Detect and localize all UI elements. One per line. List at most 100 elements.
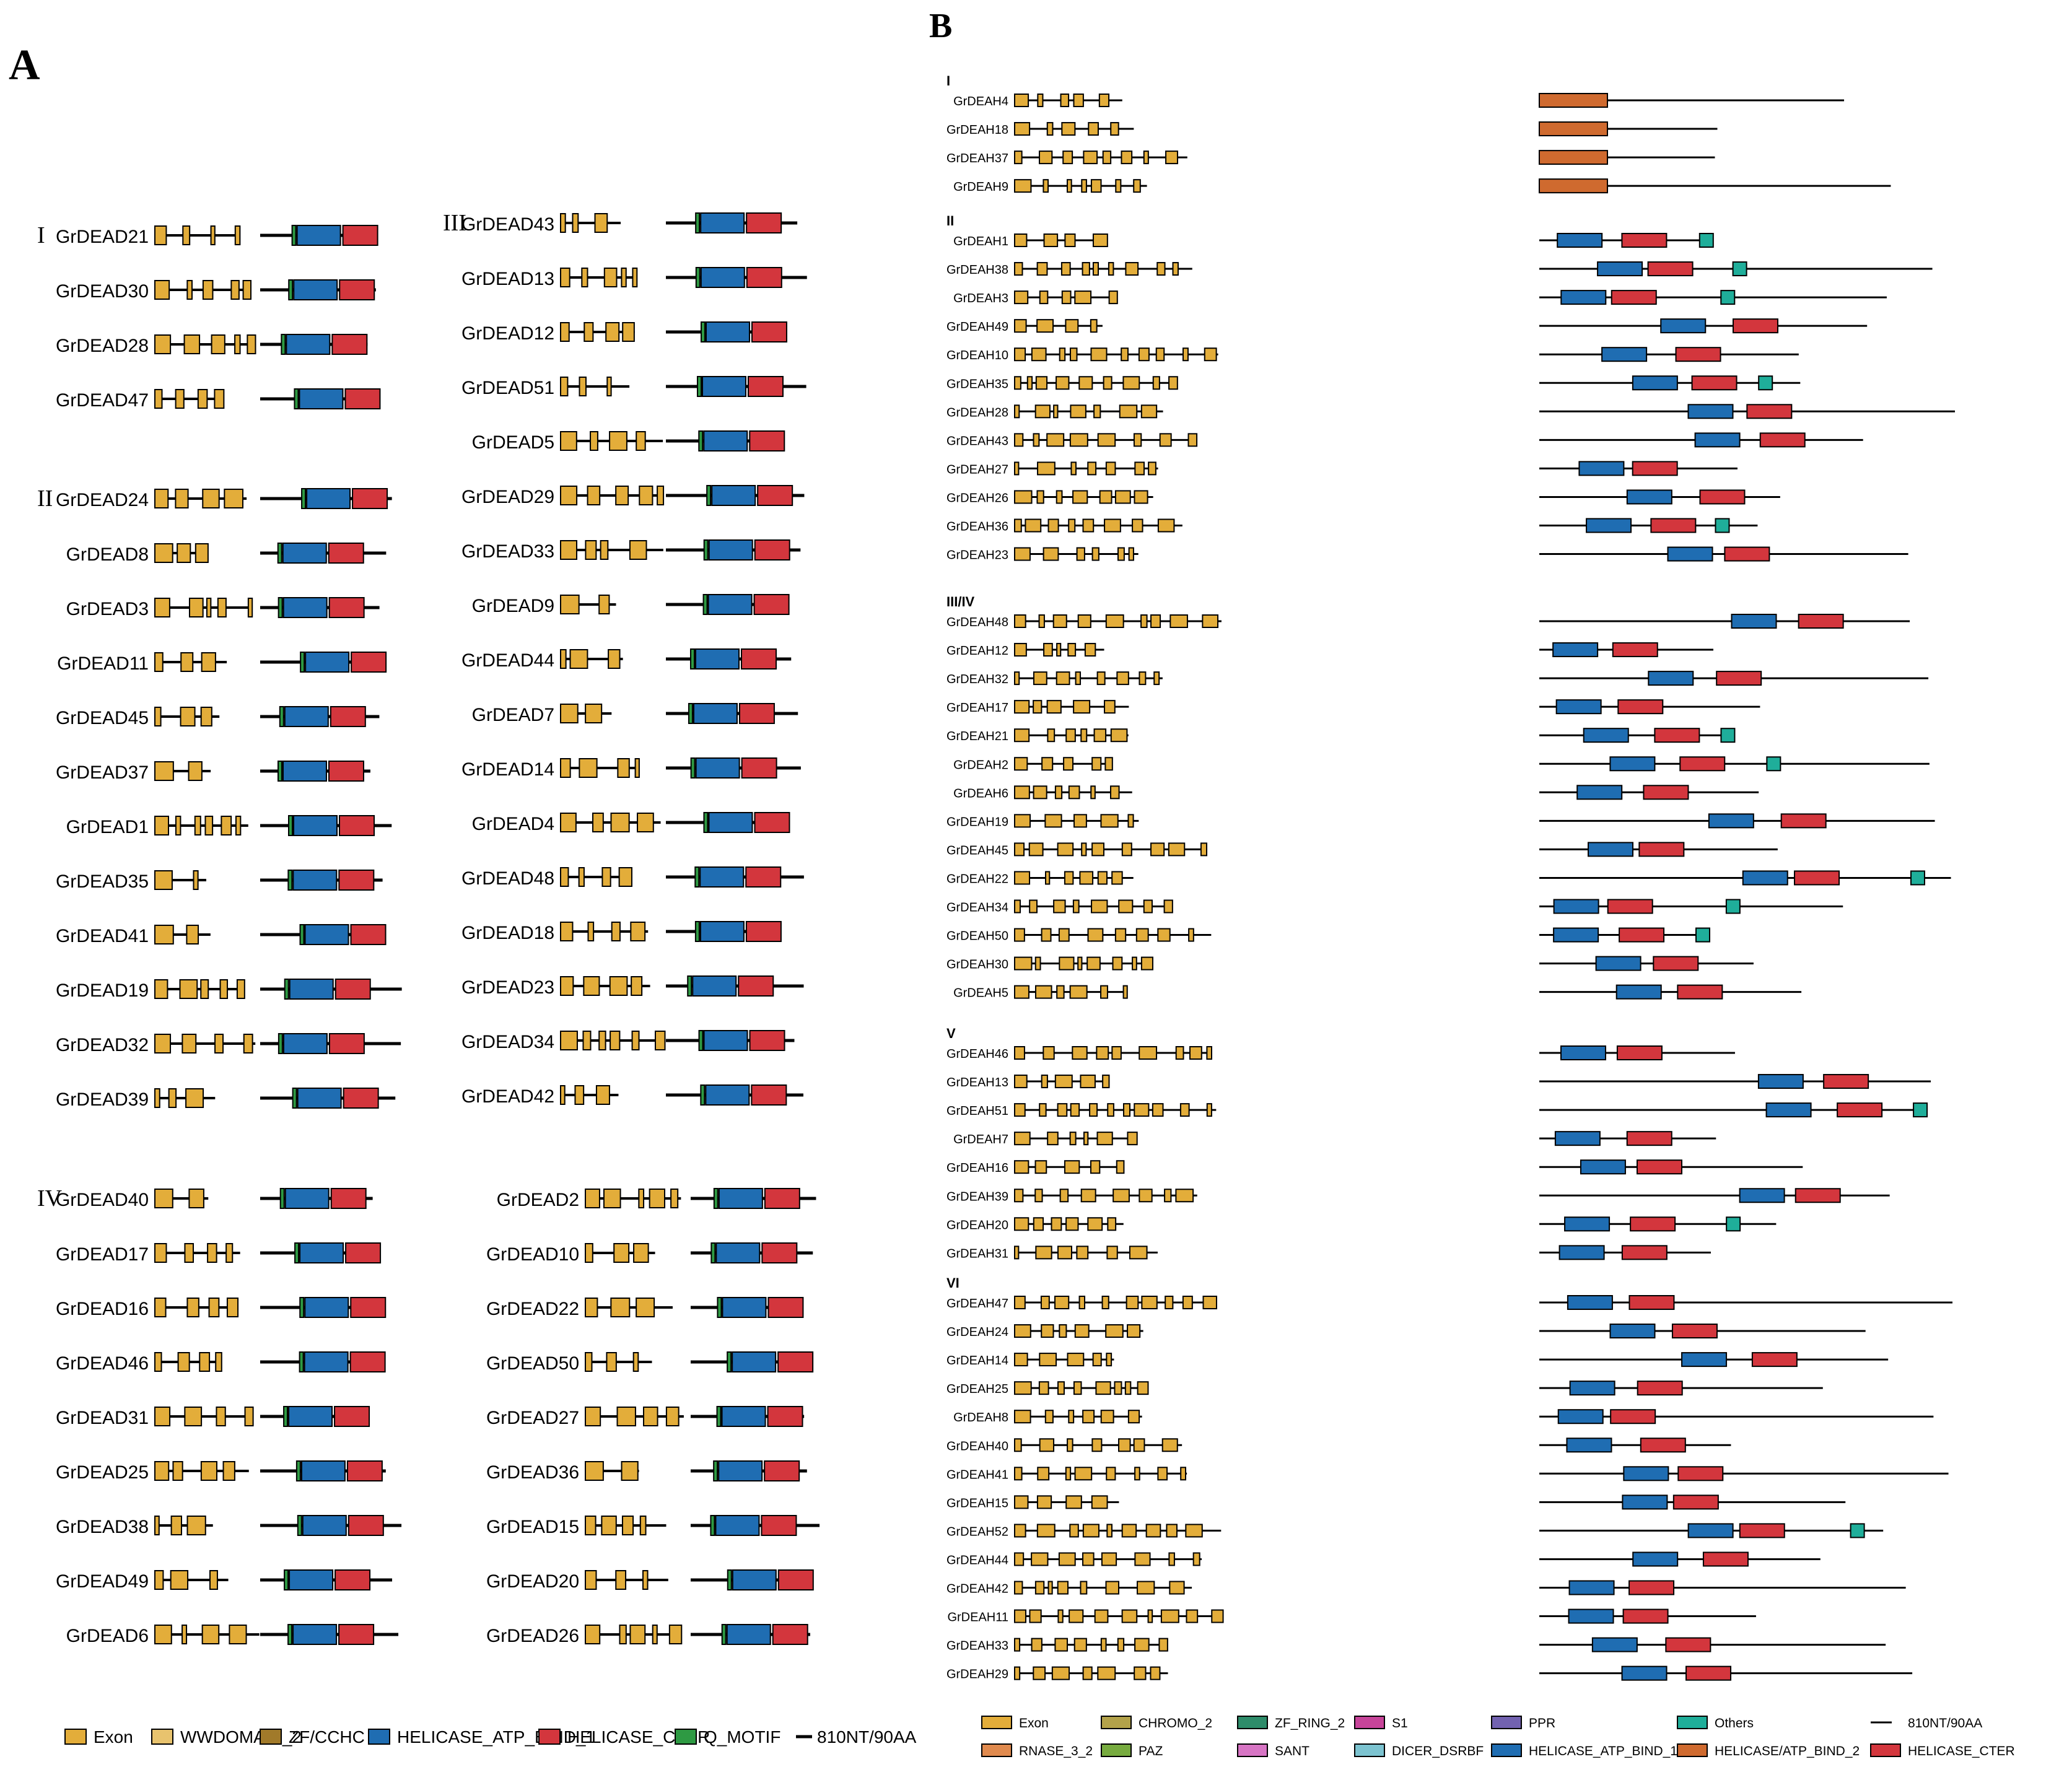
- helicase-cter-domain: [342, 225, 378, 246]
- other-domain: [1720, 728, 1736, 743]
- gene-name: GrDEAD34: [461, 1032, 554, 1052]
- helicase-atp-bind-domain: [1567, 1295, 1613, 1310]
- helicase-atp-bind-domain: [700, 267, 745, 288]
- helicase-atp-bind-domain: [304, 1351, 349, 1372]
- exon: [579, 377, 587, 396]
- legend-swatch: [981, 1743, 1012, 1757]
- exon: [1134, 490, 1148, 504]
- exon: [1137, 1581, 1155, 1595]
- exon: [1157, 518, 1175, 533]
- exon: [1075, 671, 1082, 686]
- exon: [581, 268, 588, 287]
- gene-name: GrDEAD8: [66, 544, 149, 565]
- exon: [1175, 1189, 1194, 1203]
- gene-row: GrDEAH32: [946, 671, 1929, 686]
- exon: [1043, 643, 1053, 657]
- gene-name: GrDEAH43: [946, 434, 1008, 448]
- gene-row: GrDEAD31: [56, 1406, 370, 1428]
- exon: [177, 1352, 190, 1372]
- exon: [1065, 1495, 1082, 1509]
- helicase-atp-bind-domain: [1553, 927, 1599, 943]
- gene-name: GrDEAH19: [946, 815, 1008, 829]
- helicase-atp-bind-domain: [289, 979, 334, 1000]
- exon: [1069, 347, 1078, 362]
- exon: [1076, 547, 1085, 561]
- exon: [609, 431, 627, 451]
- gene-row: GrDEAD17: [56, 1242, 382, 1265]
- exon: [1172, 262, 1179, 276]
- exon: [1045, 871, 1051, 885]
- exon: [1121, 151, 1133, 165]
- gene-name: GrDEAD31: [56, 1408, 149, 1428]
- other-domain: [1732, 261, 1747, 277]
- exon: [200, 707, 212, 726]
- exon: [560, 268, 570, 287]
- gene-row: GrDEAH44: [946, 1551, 1821, 1567]
- legend-label: S1: [1392, 1716, 1408, 1730]
- exon: [1014, 1609, 1026, 1623]
- gene-row: GrDEAD45: [56, 706, 380, 728]
- group-label: III/IV: [946, 594, 975, 609]
- exon: [154, 1189, 173, 1208]
- exon: [1125, 262, 1139, 276]
- exon: [1150, 842, 1165, 857]
- legend-swatch: [1677, 1716, 1708, 1729]
- gene-row: GrDEAD5: [472, 430, 785, 453]
- exon: [1014, 1581, 1023, 1595]
- helicase-atp-bind-domain: [1583, 728, 1629, 743]
- exon: [585, 540, 597, 560]
- helicase-atp-bind-domain: [1687, 1523, 1734, 1538]
- gene-name: GrDEAH41: [946, 1468, 1008, 1481]
- gene-name: GrDEAH36: [946, 520, 1008, 534]
- gene-row: GrDEAH13: [946, 1074, 1931, 1089]
- gene-name: GrDEAD12: [461, 323, 554, 344]
- exon: [216, 1407, 226, 1426]
- exon: [204, 816, 214, 836]
- gene-name: GrDEAH4: [953, 95, 1008, 108]
- helicase-atp-bind-domain: [705, 1084, 750, 1106]
- exon: [1014, 1438, 1022, 1452]
- group-label: I: [37, 222, 45, 248]
- gene-name: GrDEAD19: [56, 980, 149, 1001]
- exon: [603, 268, 618, 287]
- gene-row: GrDEAD8: [66, 543, 387, 565]
- exon: [1033, 671, 1047, 686]
- legend-swatch: [538, 1729, 561, 1745]
- exon: [1150, 614, 1161, 628]
- exon: [222, 1461, 235, 1481]
- helicase-cter-domain: [772, 1624, 808, 1645]
- exon: [179, 979, 198, 999]
- exon: [1063, 757, 1074, 771]
- helicase-atp-bind-domain: [1648, 671, 1694, 686]
- q-motif: [700, 321, 706, 342]
- exon: [1014, 179, 1032, 193]
- gene-row: GrDEAD47: [56, 388, 381, 411]
- exon: [221, 816, 232, 836]
- exon: [1037, 461, 1056, 476]
- helicase-atp-bind-domain: [292, 870, 338, 891]
- exon: [1039, 1438, 1055, 1452]
- exon: [1070, 461, 1077, 476]
- helicase-cter-domain: [745, 866, 782, 888]
- q-motif: [695, 267, 701, 288]
- helicase-cter-domain: [777, 1351, 814, 1372]
- gene-row: GrDEAD19: [56, 979, 402, 1001]
- exon: [1134, 1103, 1150, 1117]
- exon: [154, 925, 174, 945]
- exon: [1105, 614, 1124, 628]
- helicase-atp-bind-domain: [282, 761, 327, 782]
- helicase-cter-domain: [1759, 432, 1806, 448]
- exon: [1087, 461, 1097, 476]
- gene-row: GrDEAD42: [461, 1084, 803, 1107]
- q-motif: [717, 1297, 722, 1318]
- gene-row: GrDEAH18: [946, 121, 1718, 137]
- helicase-atp-bind-domain: [1557, 233, 1603, 248]
- exon: [1033, 785, 1047, 800]
- helicase-atp-bind-domain: [282, 543, 327, 564]
- exon: [1054, 785, 1063, 800]
- exon: [1100, 1638, 1107, 1652]
- gene-name: GrDEAD11: [57, 653, 149, 674]
- helicase-atp-bind-domain: [305, 652, 350, 673]
- exon: [1068, 518, 1076, 533]
- exon: [1029, 1609, 1042, 1623]
